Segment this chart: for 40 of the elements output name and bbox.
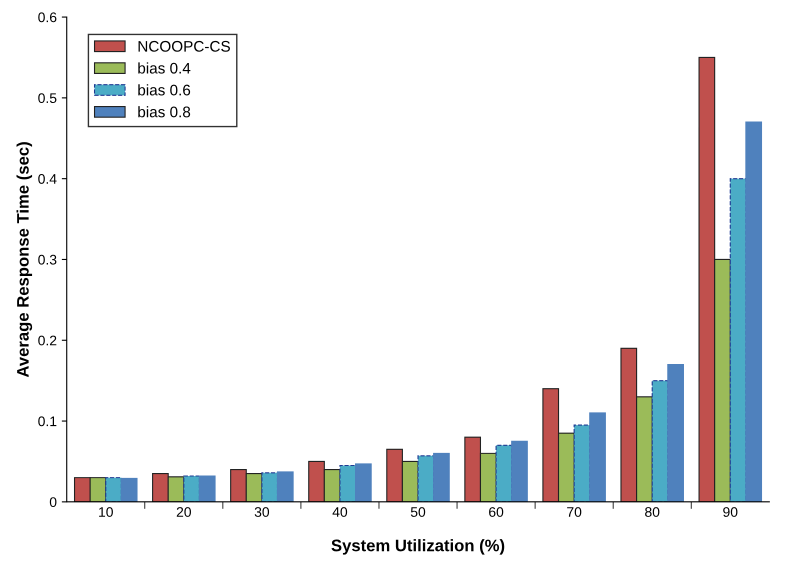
y-tick-label: 0 [50,497,56,508]
bar [417,455,434,502]
bar [261,472,278,502]
bar [574,424,590,502]
x-tick-label: 30 [254,507,270,517]
bar [276,471,294,502]
y-tick-label: 0.3 [38,254,56,265]
legend-label: bias 0.6 [138,84,190,96]
y-tick-label: 0.6 [38,12,56,22]
bar [355,463,372,502]
y-axis-title: Average Response Time (sec) [16,142,32,378]
bar [183,475,200,502]
x-tick-label: 80 [645,507,660,517]
y-tick-label: 0.1 [38,416,56,426]
x-tick-label: 10 [99,507,113,517]
legend-label: NCOOPC-CS [138,40,230,52]
bar [667,364,684,502]
x-axis-title: System Utilization (%) [331,539,504,555]
x-tick-label: 40 [332,507,348,517]
bar [120,478,138,502]
bar [339,464,356,502]
x-tick-label: 70 [567,507,582,517]
y-tick-label: 0.4 [38,174,57,184]
bar [433,452,450,502]
bar [105,477,122,502]
x-tick-label: 90 [723,507,738,517]
bar [589,412,606,502]
x-tick-label: 20 [176,507,192,517]
bar [198,475,216,502]
legend-label: bias 0.4 [138,62,190,74]
x-tick-label: 60 [489,507,504,517]
legend-label: bias 0.8 [138,106,190,118]
bar [745,122,762,502]
bar [511,440,528,502]
bar [652,380,668,502]
y-tick-label: 0.2 [38,336,56,346]
bar [496,444,512,502]
y-tick-label: 0.5 [38,93,56,104]
x-tick-label: 50 [410,507,426,517]
bar [730,178,746,502]
